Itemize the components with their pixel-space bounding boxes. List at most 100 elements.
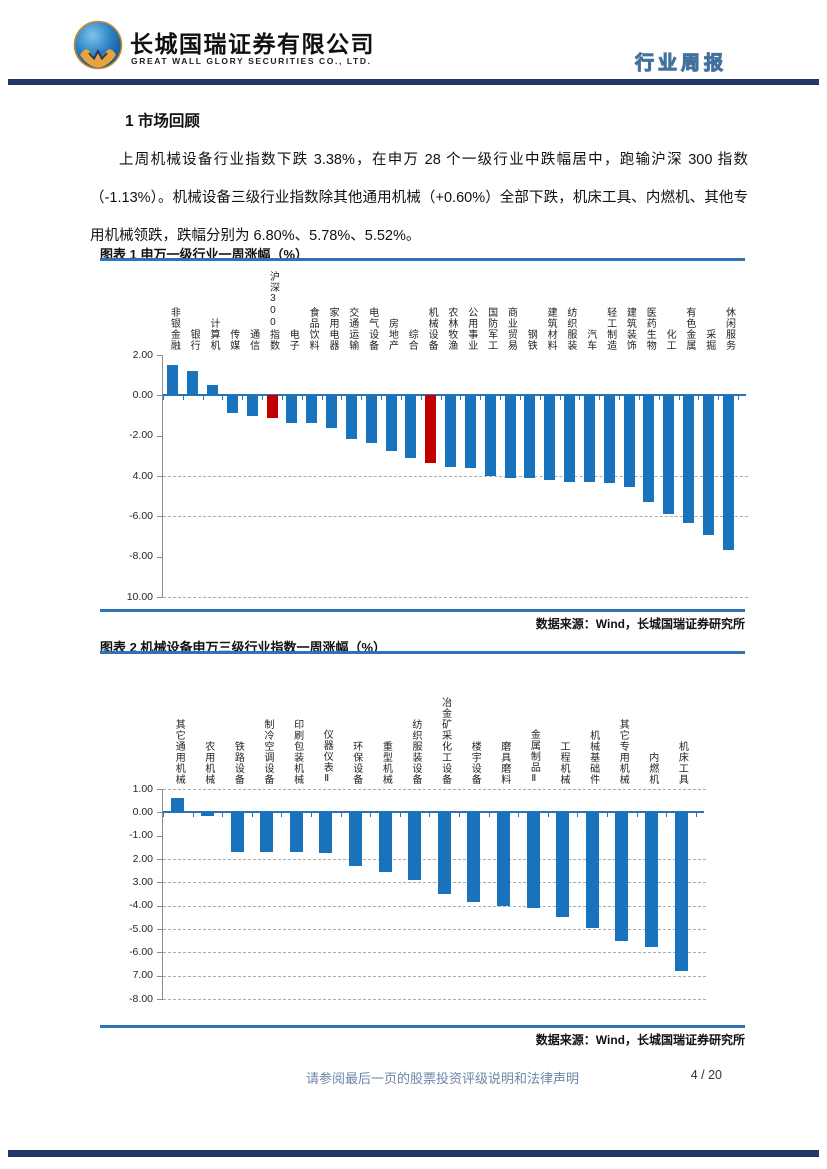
figure2-bottom-rule — [100, 1025, 745, 1028]
gridline — [163, 516, 748, 518]
category-label: 钢铁 — [520, 264, 540, 351]
y-axis-tick — [157, 905, 163, 907]
category-label: 金属制品Ⅱ — [518, 655, 548, 785]
category-label-text: 工程机械 — [557, 741, 569, 785]
y-axis-tick — [157, 999, 163, 1000]
category-label-text: 医药生物 — [644, 307, 656, 351]
category-label-text: 有色金属 — [683, 307, 695, 351]
bar — [445, 395, 457, 467]
gridline — [163, 999, 706, 1000]
category-label-text: 轻工制造 — [604, 307, 616, 351]
bar — [378, 812, 392, 872]
gridline — [163, 929, 706, 930]
y-axis-tick-label: 2.00 — [132, 348, 153, 361]
zero-axis-tick — [361, 396, 363, 401]
category-label: 机械基础件 — [577, 655, 607, 785]
category-label: 其它专用机械 — [607, 655, 637, 785]
zero-axis-tick — [321, 396, 323, 401]
category-label: 电子 — [282, 264, 302, 351]
chart-1-industry-weekly-change: 非银金融 银行 计算机 传媒 通信 沪深300指数 电子 食品饮料 家用电器 交通运输 电气设备 房地… — [100, 264, 748, 611]
category-label-text: 楼宇设备 — [469, 741, 481, 785]
bar — [564, 395, 575, 482]
category-label: 建筑材料 — [540, 264, 560, 351]
bar — [200, 812, 214, 817]
bar — [663, 395, 675, 515]
category-label-text: 银行 — [188, 329, 200, 351]
bar — [286, 395, 298, 423]
category-label: 电气设备 — [361, 264, 381, 351]
y-axis-line — [162, 789, 163, 999]
bar — [615, 812, 629, 942]
category-label-text: 重型机械 — [380, 741, 392, 785]
category-label-text: 纺织服装 — [564, 307, 576, 351]
category-label-text: 公用事业 — [465, 307, 477, 351]
bar — [556, 812, 570, 917]
zero-axis-tick — [547, 813, 549, 818]
category-label: 工程机械 — [548, 655, 578, 785]
y-axis-tick-label: 1.00 — [132, 782, 153, 795]
zero-axis-tick — [242, 396, 244, 401]
zero-axis-tick — [222, 813, 224, 818]
bar — [544, 395, 556, 481]
category-label-text: 金属制品Ⅱ — [528, 729, 540, 785]
category-label: 商业贸易 — [500, 264, 520, 351]
y-axis-tick-label: 7.00 — [132, 969, 153, 982]
bar — [496, 812, 510, 906]
bar — [405, 395, 417, 458]
category-label: 建筑装饰 — [619, 264, 639, 351]
bar — [526, 812, 540, 908]
y-axis-tick-label: -8.00 — [129, 992, 153, 1005]
category-label-text: 环保设备 — [350, 741, 362, 785]
company-name-en: GREAT WALL GLORY SECURITIES CO., LTD. — [131, 56, 372, 66]
y-axis-tick-label: -1.00 — [129, 829, 153, 842]
y-axis-tick — [157, 476, 163, 477]
category-label: 内燃机 — [637, 655, 667, 785]
y-axis-tick — [157, 395, 163, 397]
category-label: 计算机 — [203, 264, 223, 351]
bar — [319, 812, 333, 853]
category-label: 重型机械 — [370, 655, 400, 785]
zero-axis-tick — [420, 396, 422, 401]
bar — [437, 812, 451, 894]
zero-axis-tick — [192, 813, 194, 818]
zero-axis-tick — [599, 396, 601, 401]
category-label-text: 电子 — [287, 329, 299, 351]
category-label: 轻工制造 — [599, 264, 619, 351]
category-label-text: 农用机械 — [202, 741, 214, 785]
zero-axis-tick — [281, 813, 283, 818]
category-label: 通信 — [242, 264, 262, 351]
bar — [207, 384, 219, 396]
bar-highlighted — [266, 395, 278, 419]
category-label: 磨具磨料 — [489, 655, 519, 785]
bar — [365, 395, 377, 443]
category-label: 农林牧渔 — [441, 264, 461, 351]
category-label-text: 食品饮料 — [307, 307, 319, 351]
zero-axis-tick — [619, 396, 621, 401]
bar — [674, 812, 688, 971]
bar — [467, 812, 481, 903]
zero-axis-tick — [311, 813, 312, 818]
category-label-text: 休闲服务 — [723, 307, 735, 351]
gridline — [163, 476, 748, 477]
bar — [682, 395, 694, 524]
y-axis-tick-label: 4.00 — [132, 469, 153, 482]
zero-axis-tick — [500, 396, 502, 401]
y-axis-tick-label: -5.00 — [129, 922, 153, 935]
category-label: 铁路设备 — [222, 655, 252, 785]
category-label-text: 国防军工 — [485, 307, 497, 351]
category-label: 国防军工 — [480, 264, 500, 351]
zero-axis-tick — [202, 396, 204, 401]
category-label-text: 汽车 — [584, 329, 596, 351]
category-label: 沪深300指数 — [262, 264, 282, 351]
category-label: 银行 — [183, 264, 203, 351]
zero-axis-tick — [658, 396, 660, 401]
bar — [585, 812, 599, 929]
section-heading: 1 市场回顾 — [125, 113, 200, 130]
bar — [171, 798, 185, 813]
category-label-text: 磨具磨料 — [498, 741, 510, 785]
zero-axis-tick — [695, 813, 697, 818]
category-label-text: 内燃机 — [646, 752, 658, 785]
category-label-text: 机械设备 — [426, 307, 438, 351]
y-axis-tick — [157, 835, 163, 837]
category-label-text: 房地产 — [386, 318, 398, 351]
